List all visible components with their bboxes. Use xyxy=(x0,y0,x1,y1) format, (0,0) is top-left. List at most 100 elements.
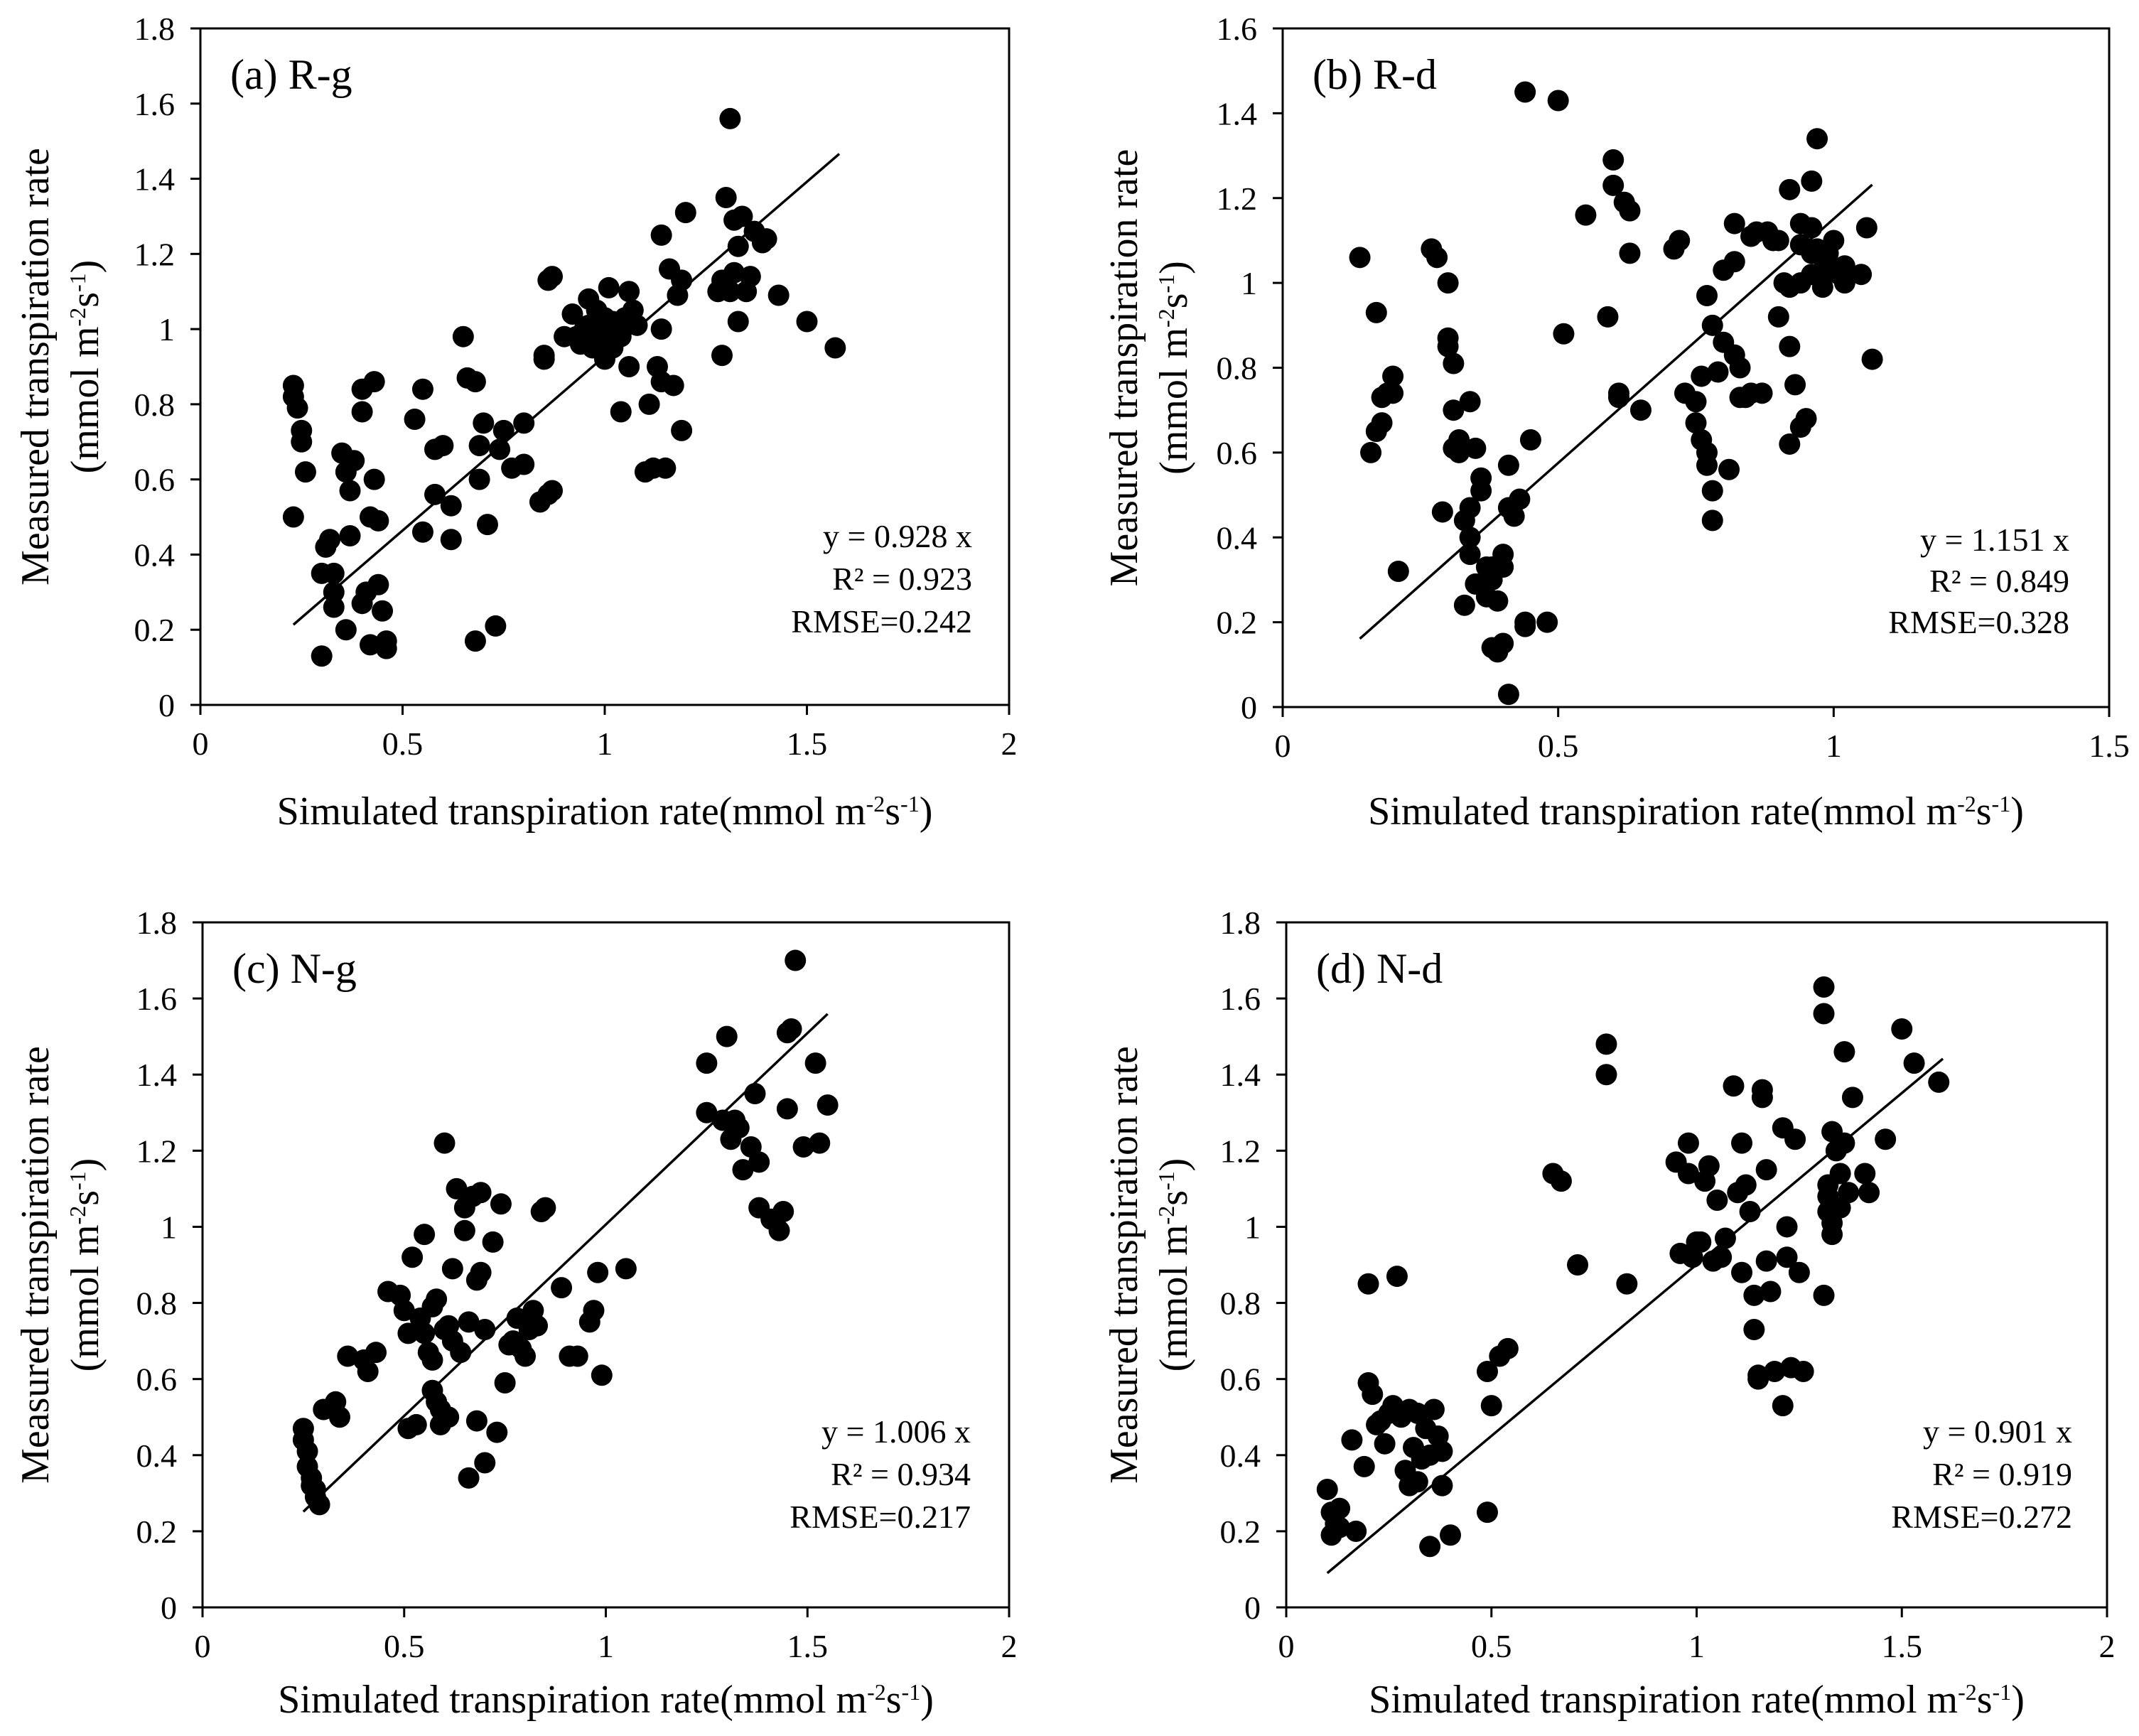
data-point xyxy=(1806,128,1828,150)
data-point xyxy=(468,468,490,490)
chart-panel-d: 0 0.5 1 1.5 2 0 0.2 0.4 0.6 0.8 1 1.2 1.4 1.6 1.8 (d) N… xyxy=(1102,905,2116,1722)
panel-label: (a) R-g xyxy=(230,51,352,98)
x-tick-label: 1 xyxy=(1826,728,1842,764)
chart-panel-a: 0 0.5 1 1.5 2 0 0.2 0.4 0.6 0.8 1 1.2 1.4 1.6 1.8 (a) R… xyxy=(14,11,1018,834)
data-point xyxy=(1387,561,1409,582)
data-point xyxy=(1341,1429,1363,1451)
data-point xyxy=(1731,1132,1753,1154)
y-tick-label: 1.6 xyxy=(1217,11,1258,47)
data-point xyxy=(282,506,304,528)
data-point xyxy=(323,562,345,584)
data-point xyxy=(470,1182,492,1204)
y-tick-label: 1.2 xyxy=(1220,1133,1261,1169)
data-point xyxy=(446,1177,468,1199)
data-point xyxy=(638,393,660,415)
data-point xyxy=(1691,365,1713,387)
y-tick-label: 0.4 xyxy=(136,1438,178,1474)
data-point xyxy=(1503,505,1525,527)
data-point xyxy=(1698,1155,1720,1177)
data-point xyxy=(1701,510,1723,532)
data-point xyxy=(1696,285,1718,307)
data-point xyxy=(566,1345,588,1367)
data-point xyxy=(561,303,583,325)
data-point xyxy=(1801,242,1823,264)
data-point xyxy=(1813,1003,1835,1025)
data-point xyxy=(1453,594,1475,616)
data-point xyxy=(1519,428,1541,451)
data-point xyxy=(551,1277,573,1299)
data-point xyxy=(1492,632,1514,654)
data-point xyxy=(294,461,316,483)
data-point xyxy=(732,1159,754,1181)
data-point xyxy=(433,1132,456,1154)
data-point xyxy=(1514,81,1536,103)
y-tick-label: 0.6 xyxy=(136,1362,178,1398)
data-point xyxy=(1448,441,1470,463)
regression-line xyxy=(1326,1057,1944,1575)
data-point xyxy=(438,1406,460,1428)
data-point xyxy=(490,1193,512,1215)
data-point xyxy=(1406,1471,1428,1493)
x-tick-label: 2 xyxy=(1001,726,1018,762)
data-point xyxy=(393,1300,415,1322)
data-point xyxy=(1685,391,1707,413)
stat-line: RMSE=0.272 xyxy=(1891,1499,2072,1535)
data-point xyxy=(1357,1273,1379,1295)
data-point xyxy=(727,235,749,257)
x-tick-label: 2 xyxy=(2099,1628,2116,1664)
x-tick-label: 1 xyxy=(597,726,613,762)
regression-line xyxy=(292,153,841,626)
data-point xyxy=(1470,480,1492,502)
y-tick-label: 1.8 xyxy=(134,11,176,47)
data-point xyxy=(1821,1224,1843,1246)
stat-line: y = 1.006 x xyxy=(821,1413,971,1450)
data-point xyxy=(1443,352,1465,374)
data-point xyxy=(776,1098,798,1120)
data-point xyxy=(1487,590,1509,612)
data-point xyxy=(1374,1433,1396,1455)
y-tick-label: 0 xyxy=(161,1590,177,1626)
data-point xyxy=(1928,1071,1950,1093)
y-axis-unit: (mmol m-2s-1) xyxy=(1152,261,1196,475)
data-point xyxy=(1497,454,1519,476)
data-point xyxy=(674,202,696,224)
y-tick-label: 1 xyxy=(161,1209,177,1245)
data-point xyxy=(1723,212,1745,234)
stat-line: y = 0.928 x xyxy=(823,518,972,554)
data-point xyxy=(1735,1174,1757,1196)
data-point xyxy=(351,401,373,423)
data-point xyxy=(1861,348,1883,370)
data-point xyxy=(473,412,495,434)
data-point xyxy=(1459,497,1481,519)
data-point xyxy=(1440,1524,1461,1546)
data-point xyxy=(671,419,693,441)
data-point xyxy=(1855,217,1877,239)
data-point xyxy=(464,630,486,652)
data-point xyxy=(1329,1497,1351,1519)
data-point xyxy=(1875,1128,1897,1150)
data-point xyxy=(1779,335,1801,357)
data-point xyxy=(1465,437,1487,459)
stat-line: R² = 0.919 xyxy=(1932,1456,2072,1492)
data-point xyxy=(1547,90,1569,112)
data-point xyxy=(1382,365,1404,387)
y-tick-label: 0.2 xyxy=(1220,1514,1261,1550)
data-point xyxy=(534,1197,556,1219)
data-point xyxy=(485,615,507,637)
data-point xyxy=(1729,357,1751,379)
data-point xyxy=(780,1018,802,1040)
data-point xyxy=(1760,1281,1782,1303)
data-point xyxy=(1459,544,1481,566)
data-point xyxy=(1371,412,1393,434)
data-point xyxy=(711,345,733,367)
data-point xyxy=(1767,230,1789,252)
data-point xyxy=(1602,149,1625,171)
data-point xyxy=(662,374,684,397)
data-point xyxy=(411,378,433,400)
y-tick-label: 1.8 xyxy=(1220,905,1261,941)
data-point xyxy=(1789,272,1811,294)
x-tick-label: 0 xyxy=(193,726,209,762)
data-point xyxy=(824,337,846,359)
data-point xyxy=(1595,1064,1617,1086)
y-tick-label: 0.6 xyxy=(1220,1362,1261,1398)
